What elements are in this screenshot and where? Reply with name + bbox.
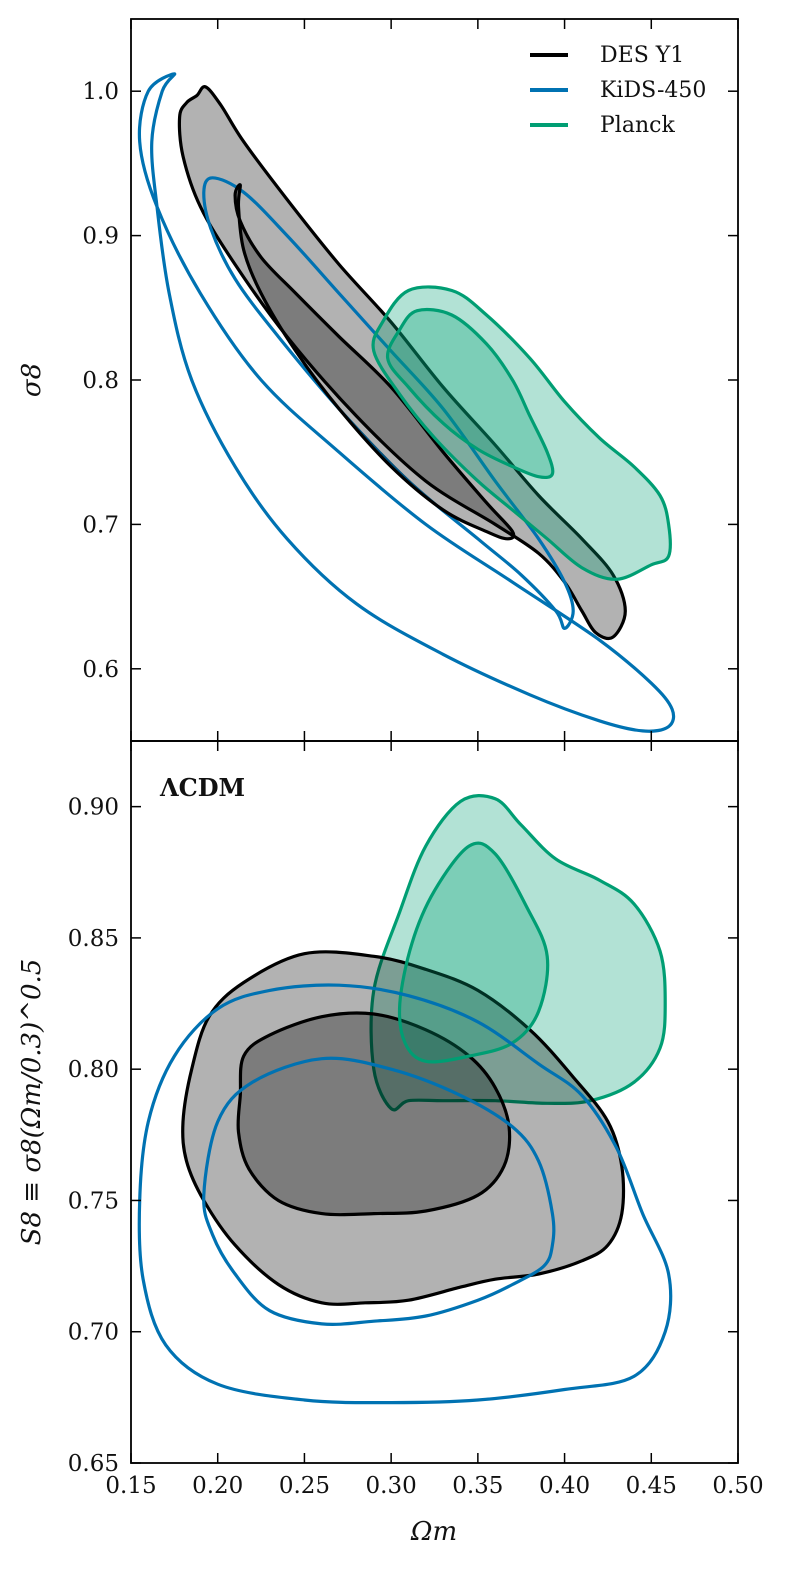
bottom-xtick-label: 0.25 [279,1473,330,1499]
bottom-ytick-label: 0.80 [68,1057,119,1083]
top-y-axis-title: σ8 [17,363,47,397]
legend-label-des: DES Y1 [600,43,684,68]
bottom-ytick-label: 0.75 [68,1188,119,1214]
top-ytick-label: 0.8 [82,368,119,394]
bottom-ticks: 0.65 0.70 0.75 0.80 0.85 0.90 0.15 0.20 0.25 0.30… [68,741,764,1499]
top-panel: 0.6 0.7 0.8 0.9 1.0 σ8 DES Y1 KiDS-450 Planc… [17,18,739,742]
lcdm-annotation: ΛCDM [159,773,245,802]
bottom-xtick-label: 0.15 [105,1473,156,1499]
bottom-contour-des-y1-68 [236,1011,512,1217]
bottom-contour-kids-450-95 [137,983,673,1405]
bottom-ytick-label: 0.65 [68,1451,119,1477]
top-contour-des-y1-68 [233,183,516,541]
legend-label-kids: KiDS-450 [600,78,706,103]
bottom-ytick-label: 0.70 [68,1320,119,1346]
legend-label-planck: Planck [600,113,675,138]
bottom-axes-frame [130,740,739,1464]
top-ticks: 0.6 0.7 0.8 0.9 1.0 [82,19,739,741]
bottom-xtick-label: 0.45 [626,1473,677,1499]
top-ytick-label: 0.7 [82,512,119,538]
top-contours [137,72,676,733]
top-ytick-label: 0.6 [82,657,119,683]
bottom-contour-kids-450-68 [202,1056,556,1326]
bottom-ytick-label: 0.85 [68,926,119,952]
top-contour-kids-450-68 [202,176,575,630]
bottom-xtick-label: 0.35 [452,1473,503,1499]
top-ytick-label: 0.9 [82,224,119,250]
bottom-xtick-label: 0.20 [192,1473,243,1499]
top-ytick-label: 1.0 [82,79,119,105]
bottom-contours [137,794,673,1405]
bottom-contour-des-y1-95 [181,950,626,1306]
bottom-xtick-label: 0.40 [539,1473,590,1499]
legend: DES Y1 KiDS-450 Planck [530,43,706,138]
top-contour-planck-68 [385,307,555,480]
bottom-xtick-label: 0.30 [366,1473,417,1499]
top-contour-planck-95 [371,285,672,581]
bottom-y-axis-title: S8 ≡ σ8(Ωm/0.3)^0.5 [17,959,47,1246]
top-contour-kids-450-95 [137,72,676,733]
bottom-ytick-label: 0.90 [68,795,119,821]
bottom-panel: 0.65 0.70 0.75 0.80 0.85 0.90 0.15 0.20 0.25 0.30… [17,740,764,1547]
bottom-xtick-label: 0.50 [712,1473,763,1499]
bottom-contour-planck-68 [397,841,550,1064]
x-axis-title: Ωm [410,1517,457,1547]
